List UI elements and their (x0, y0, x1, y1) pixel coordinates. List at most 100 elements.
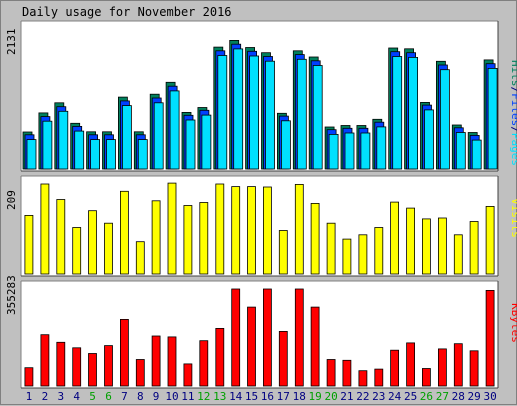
bar-visits-day-29 (469, 221, 479, 275)
bar-kbytes-day-15 (247, 306, 256, 387)
bar-pages-day-24 (392, 56, 403, 170)
bar-visits-day-1 (24, 214, 34, 275)
bar-kbytes-day-25 (406, 342, 416, 387)
bar-pages-day-14 (233, 48, 244, 170)
x-tick-label: 10 (165, 390, 178, 403)
y-max-label: 2131 (5, 29, 18, 56)
bar-kbytes-day-5 (88, 353, 97, 387)
bar-kbytes-day-22 (358, 370, 368, 387)
bar-visits-day-7 (120, 190, 129, 275)
bar-kbytes-day-3 (56, 341, 66, 387)
x-tick-label: 26 (420, 390, 433, 403)
bar-pages-day-15 (249, 55, 260, 170)
bar-kbytes-day-2 (40, 334, 50, 387)
bar-visits-day-18 (294, 183, 304, 275)
legend-entry: Pages (509, 133, 517, 166)
bar-visits-day-23 (374, 227, 384, 275)
panel-kbytes: 355283 KBytes (5, 275, 517, 389)
bar-pages-day-7 (122, 105, 132, 170)
bar-visits-day-10 (167, 182, 177, 275)
bar-pages-day-3 (58, 110, 69, 170)
bar-kbytes-day-19 (310, 306, 320, 387)
bar-visits-day-15 (247, 186, 256, 275)
x-tick-label: 17 (277, 390, 290, 403)
legend-entry: Visits (509, 198, 517, 238)
x-tick-label: 11 (181, 390, 194, 403)
bar-pages-day-9 (153, 102, 164, 170)
bar-kbytes-day-10 (167, 336, 177, 387)
bar-pages-day-12 (201, 114, 212, 170)
bar-visits-day-13 (215, 183, 225, 275)
bar-visits-day-30 (485, 205, 495, 275)
bar-kbytes-day-28 (453, 343, 463, 387)
bar-pages-day-4 (74, 130, 85, 170)
x-tick-label: 18 (293, 390, 306, 403)
bar-visits-day-9 (151, 200, 161, 275)
bar-pages-day-13 (217, 55, 228, 170)
x-tick-label: 8 (137, 390, 144, 403)
bar-kbytes-day-26 (421, 368, 431, 387)
bar-kbytes-day-8 (135, 359, 145, 387)
x-tick-label: 5 (89, 390, 96, 403)
bar-kbytes-day-29 (469, 350, 479, 387)
bar-pages-day-5 (90, 139, 100, 170)
bar-kbytes-day-17 (278, 330, 288, 387)
bar-visits-day-19 (310, 202, 320, 275)
bar-kbytes-day-18 (294, 288, 304, 387)
bar-visits-day-3 (56, 199, 66, 275)
bar-visits-day-16 (262, 186, 272, 275)
bar-visits-day-22 (358, 234, 368, 275)
bar-pages-day-25 (408, 57, 419, 170)
bar-pages-day-8 (137, 139, 148, 170)
bar-visits-day-11 (183, 205, 193, 275)
bar-kbytes-day-6 (104, 345, 113, 387)
bar-pages-day-23 (376, 126, 387, 170)
bar-visits-day-12 (199, 202, 209, 275)
x-axis-labels: 1 2 3 4 5 6 7 8 9 10 11 12 13 14 15 16 17 18 19 20 21 22 23 24 2… (26, 390, 497, 403)
bar-pages-day-17 (280, 120, 291, 170)
bar-visits-day-14 (231, 186, 241, 275)
bar-pages-day-28 (455, 132, 466, 170)
x-tick-label: 28 (452, 390, 465, 403)
x-tick-label: 19 (308, 390, 321, 403)
bar-pages-day-26 (424, 109, 434, 170)
bar-pages-day-27 (439, 69, 450, 170)
bar-kbytes-day-27 (437, 348, 447, 387)
bar-kbytes-day-20 (326, 359, 336, 387)
bar-pages-day-20 (328, 133, 339, 170)
bar-pages-day-11 (185, 119, 196, 170)
bar-visits-day-26 (421, 218, 431, 275)
x-tick-label: 16 (261, 390, 274, 403)
bar-pages-day-10 (169, 90, 180, 170)
bar-kbytes-day-7 (120, 318, 129, 387)
x-tick-label: 2 (42, 390, 49, 403)
panel-hits-files-pages: 2131 Hits/Files/Pages (5, 20, 517, 172)
y-max-label: 209 (5, 190, 18, 210)
x-tick-label: 25 (404, 390, 417, 403)
bar-kbytes-day-9 (151, 335, 161, 387)
x-tick-label: 3 (57, 390, 64, 403)
x-tick-label: 20 (324, 390, 337, 403)
x-tick-label: 13 (213, 390, 226, 403)
x-tick-label: 23 (372, 390, 385, 403)
bar-kbytes-day-21 (342, 359, 352, 387)
y-max-label: 355283 (5, 275, 18, 315)
bar-visits-day-28 (453, 234, 463, 275)
legend-entry: Files (509, 93, 517, 126)
bar-pages-day-16 (265, 60, 275, 170)
bar-pages-day-21 (344, 132, 355, 170)
bar-kbytes-day-4 (72, 347, 82, 387)
legend-kbytes: KBytes (509, 303, 517, 343)
chart-title: Daily usage for November 2016 (22, 5, 232, 19)
x-tick-label: 22 (356, 390, 369, 403)
legend-entry: Hits (509, 60, 517, 87)
x-tick-label: 27 (436, 390, 449, 403)
x-tick-label: 30 (483, 390, 496, 403)
bar-visits-day-5 (88, 210, 97, 275)
bar-visits-day-6 (104, 222, 113, 275)
legend-hits-files-pages: Hits/Files/Pages (509, 60, 517, 166)
bar-kbytes-day-12 (199, 340, 209, 387)
bar-kbytes-day-13 (215, 327, 225, 387)
